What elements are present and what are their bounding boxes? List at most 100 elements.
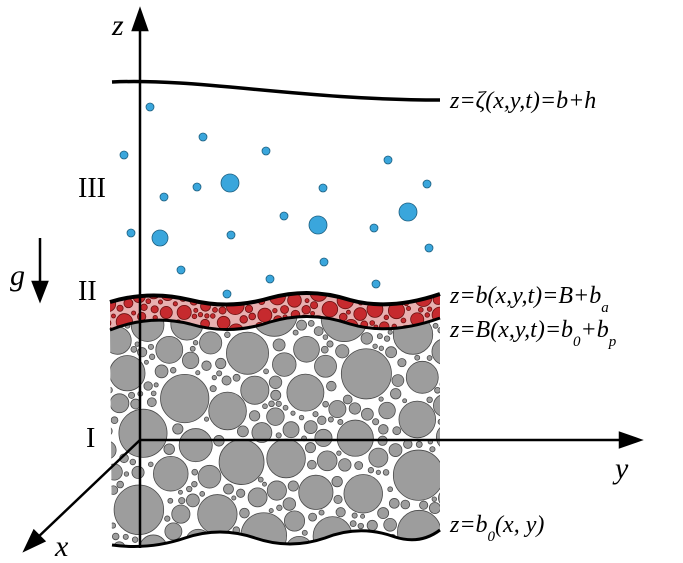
subscript: 0	[573, 334, 581, 350]
grain	[360, 513, 366, 519]
grain	[197, 494, 238, 535]
grain	[212, 292, 218, 296]
grain	[164, 522, 183, 541]
equation-part: z=b	[449, 512, 488, 538]
grain	[208, 391, 247, 431]
grain	[172, 301, 178, 307]
grain	[414, 354, 421, 361]
grain	[203, 416, 210, 422]
grain	[366, 519, 378, 531]
grain	[218, 306, 227, 315]
grain	[444, 366, 450, 372]
grain	[354, 461, 364, 470]
free-surface	[111, 79, 441, 102]
grain	[351, 512, 358, 519]
grain	[435, 423, 440, 451]
subscript: a	[601, 300, 609, 316]
grain	[418, 307, 424, 313]
grain	[298, 474, 334, 510]
grain	[377, 507, 390, 519]
grain	[176, 304, 192, 320]
grain	[110, 326, 132, 355]
grain	[427, 281, 436, 290]
grain	[372, 343, 378, 349]
grain	[307, 319, 315, 327]
grain	[235, 287, 239, 291]
grain	[178, 428, 213, 463]
grain	[216, 370, 223, 377]
grain	[388, 498, 400, 509]
grain	[258, 284, 264, 290]
grain	[280, 305, 289, 314]
equation-part: z=b(x,y,t)=B+b	[449, 283, 601, 309]
grain	[383, 335, 391, 342]
grain	[337, 419, 344, 425]
grain	[125, 292, 134, 294]
grain	[376, 333, 383, 340]
grain	[370, 294, 376, 300]
grain	[400, 499, 411, 510]
grain	[388, 443, 403, 457]
grain	[221, 541, 245, 547]
grain	[174, 548, 186, 560]
grain	[211, 375, 217, 381]
grain	[415, 441, 423, 448]
grain	[392, 449, 440, 501]
grain	[209, 385, 217, 393]
grain	[290, 410, 296, 416]
grain	[131, 465, 145, 479]
grain	[193, 307, 199, 313]
grain	[199, 491, 206, 497]
grain	[216, 315, 231, 330]
grain	[97, 499, 104, 506]
grain	[210, 313, 216, 319]
grain	[140, 303, 148, 311]
grain	[251, 422, 273, 443]
grain	[293, 335, 320, 363]
grain	[128, 548, 132, 552]
grain	[110, 426, 113, 436]
grain	[441, 546, 453, 558]
grain	[182, 351, 200, 369]
grain	[429, 446, 436, 453]
grain	[215, 357, 227, 370]
grain	[143, 381, 153, 391]
grain	[432, 322, 439, 329]
grain	[401, 285, 408, 292]
grain	[153, 382, 159, 388]
grain	[148, 353, 156, 360]
grain	[385, 346, 398, 359]
grain	[387, 329, 393, 335]
grain	[143, 359, 149, 365]
grain	[186, 285, 190, 289]
equation: z=ζ(x,y,t)=b+h	[449, 88, 596, 114]
grain	[400, 317, 407, 324]
grain	[317, 415, 327, 426]
grain	[282, 404, 289, 411]
grain	[434, 386, 440, 394]
grain	[174, 292, 182, 294]
grain	[298, 414, 305, 421]
grain	[236, 425, 249, 438]
grain	[426, 396, 433, 403]
grain	[367, 467, 375, 474]
grain	[378, 396, 384, 402]
grain	[145, 298, 152, 305]
grain	[402, 398, 408, 404]
grain	[110, 528, 111, 534]
grain	[100, 364, 104, 368]
grain	[335, 507, 346, 518]
grain	[110, 463, 123, 481]
grain	[247, 487, 268, 508]
grain	[368, 447, 389, 468]
grain	[197, 464, 222, 489]
grain	[276, 504, 283, 511]
grain	[97, 350, 109, 362]
equation-part: z=ζ(x,y,t)=b+h	[449, 88, 596, 114]
grain	[378, 401, 396, 420]
grain	[131, 536, 139, 543]
axes	[22, 6, 644, 553]
suspended-particles	[119, 102, 434, 299]
grain	[192, 340, 199, 346]
